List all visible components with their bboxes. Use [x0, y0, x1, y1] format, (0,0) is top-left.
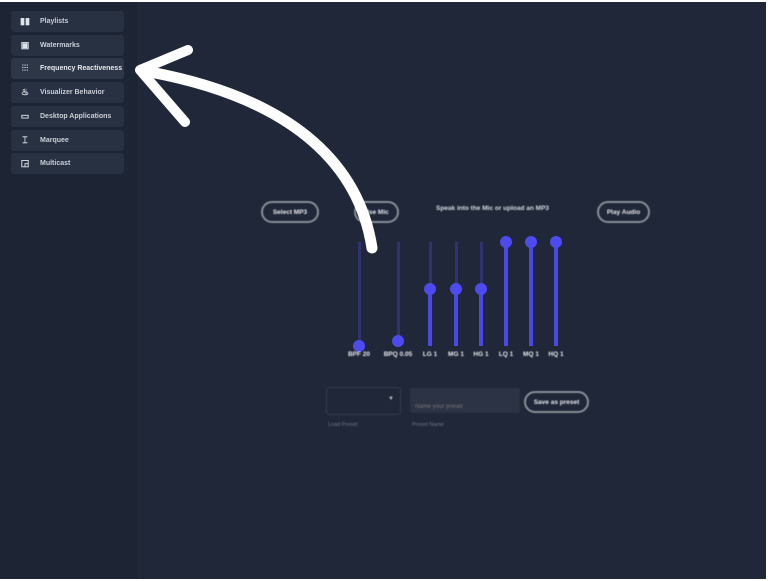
sidebar-item-label: Frequency Reactiveness: [40, 65, 123, 73]
slider-mg[interactable]: [450, 242, 462, 346]
slider-fill: [454, 288, 458, 346]
slider-lg[interactable]: [424, 242, 436, 346]
slider-fill: [554, 242, 558, 346]
slider-label: HQ 1: [548, 351, 564, 358]
sidebar-item-playlists[interactable]: ▮▮ Playlists: [11, 11, 124, 32]
slider-hg[interactable]: [475, 242, 487, 346]
play-audio-button[interactable]: Play Audio: [597, 201, 650, 223]
sidebar-item-frequency-reactiveness[interactable]: ⫶⫶⫶ Frequency Reactiveness: [11, 58, 124, 80]
slider-track: [396, 242, 400, 346]
marquee-icon: ⌶: [22, 134, 28, 145]
sidebar-item-label: Visualizer Behavior: [40, 89, 105, 97]
slider-bpf[interactable]: [353, 242, 365, 352]
sidebar-item-label: Watermarks: [40, 41, 80, 49]
save-preset-button[interactable]: Save as preset: [524, 391, 589, 413]
sidebar-item-multicast[interactable]: ◲ Multicast: [11, 153, 124, 175]
sidebar: ▮▮ Playlists ▣ Watermarks ⫶⫶⫶ Frequency React…: [0, 2, 139, 579]
watermark-icon: ▣: [20, 39, 30, 50]
slider-fill: [529, 242, 533, 346]
slider-fill: [428, 288, 432, 346]
slider-label: BPF 20: [347, 351, 371, 358]
slider-label: MQ 1: [523, 351, 539, 358]
slider-mq[interactable]: [525, 236, 537, 346]
use-mic-button[interactable]: Use Mic: [354, 201, 399, 223]
sidebar-item-label: Multicast: [40, 160, 71, 168]
slider-hq[interactable]: [550, 236, 562, 346]
slider-track: [357, 242, 361, 346]
preset-name-label: Preset Name: [412, 422, 445, 428]
slider-label: MG 1: [448, 351, 464, 358]
slider-thumb[interactable]: [392, 334, 404, 347]
load-preset-label: Load Preset: [328, 422, 358, 428]
cast-icon: ◲: [20, 158, 30, 169]
preset-name-input[interactable]: [410, 388, 520, 413]
hint-text: Speak into the Mic or upload an MP3: [436, 205, 550, 212]
slider-label: LG 1: [422, 351, 438, 358]
select-mp3-button[interactable]: Select MP3: [261, 201, 319, 223]
slider-label: HG 1: [473, 351, 489, 358]
playlist-icon: ▮▮: [20, 16, 30, 26]
load-preset-select[interactable]: ▼: [326, 387, 401, 415]
slider-thumb[interactable]: [525, 236, 537, 248]
equalizer-icon: ⫶⫶⫶: [21, 63, 29, 74]
slider-thumb[interactable]: [424, 282, 436, 295]
slider-thumb[interactable]: [500, 236, 512, 248]
sidebar-item-watermarks[interactable]: ▣ Watermarks: [11, 34, 124, 56]
sidebar-item-label: Marquee: [40, 136, 69, 144]
sidebar-item-desktop-applications[interactable]: ▭ Desktop Applications: [11, 105, 124, 127]
slider-bpq[interactable]: [392, 242, 404, 347]
slider-thumb[interactable]: [550, 236, 562, 248]
sidebar-item-marquee[interactable]: ⌶ Marquee: [11, 129, 124, 151]
flame-icon: ♨: [20, 87, 30, 98]
slider-thumb[interactable]: [353, 340, 365, 352]
monitor-icon: ▭: [20, 110, 30, 121]
sidebar-item-label: Playlists: [40, 18, 69, 25]
slider-fill: [504, 242, 508, 346]
sidebar-item-visualizer-behavior[interactable]: ♨ Visualizer Behavior: [11, 82, 124, 104]
slider-label: LQ 1: [498, 351, 514, 358]
slider-thumb[interactable]: [475, 282, 487, 295]
chevron-down-icon: ▼: [388, 396, 394, 402]
slider-thumb[interactable]: [450, 282, 462, 295]
sidebar-item-label: Desktop Applications: [40, 112, 112, 120]
slider-fill: [479, 288, 483, 346]
slider-lq[interactable]: [500, 236, 512, 346]
slider-label: BPQ 0.05: [383, 351, 413, 358]
